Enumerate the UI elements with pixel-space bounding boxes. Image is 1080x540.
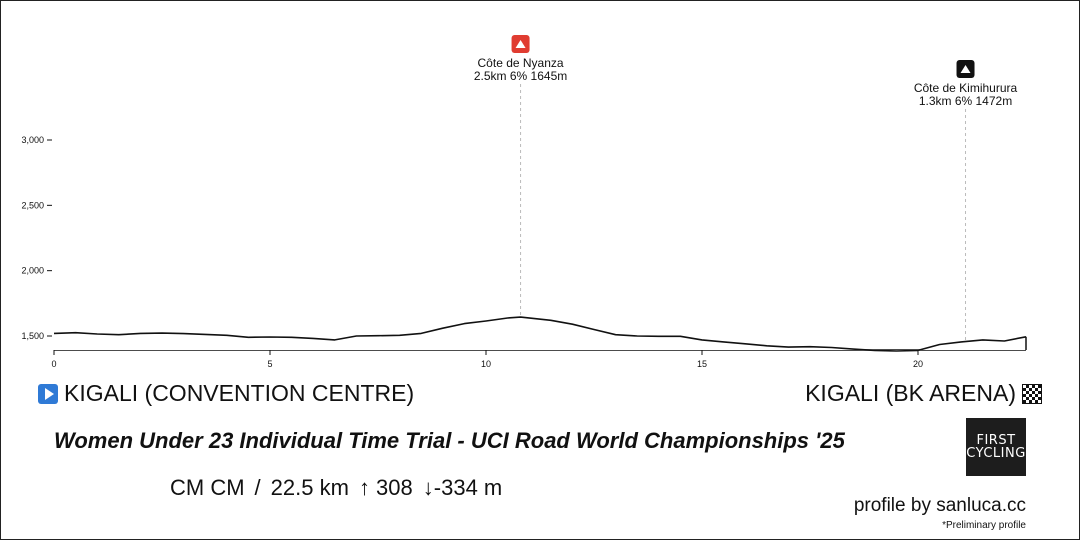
stats-separator: / — [254, 475, 261, 500]
profile-line — [53, 316, 1027, 352]
x-tick-label: 5 — [267, 359, 272, 369]
first-cycling-logo[interactable]: FIRST CYCLING — [966, 418, 1026, 476]
mountain-icon-peak — [960, 65, 971, 73]
climb-name: Côte de Nyanza — [478, 56, 564, 70]
profile-credit: profile by sanluca.cc — [853, 495, 1026, 516]
ascent-value: ↑ 308 — [358, 475, 413, 500]
checkered-flag-icon — [1022, 383, 1042, 404]
x-tick-label: 0 — [51, 359, 56, 369]
preliminary-note: *Preliminary profile — [942, 520, 1026, 531]
start-location: KIGALI (CONVENTION CENTRE) — [38, 380, 414, 407]
climb-details: 2.5km 6% 1645m — [474, 69, 567, 83]
y-tick-label: 2,500 — [21, 200, 44, 210]
mountain-icon-peak — [515, 40, 526, 48]
race-stats: CM CM / 22.5 km ↑ 308 ↓-334 m — [170, 475, 502, 501]
logo-line-2: CYCLING — [966, 446, 1026, 461]
x-tick-label: 15 — [697, 359, 707, 369]
profile-area — [54, 317, 1026, 351]
play-icon — [38, 383, 58, 404]
stage-type: CM CM — [170, 475, 245, 500]
race-title: Women Under 23 Individual Time Trial - U… — [54, 428, 845, 453]
y-tick-label: 1,500 — [21, 331, 44, 341]
finish-label: KIGALI (BK ARENA) — [805, 380, 1016, 406]
finish-location: KIGALI (BK ARENA) — [805, 380, 1042, 407]
start-label: KIGALI (CONVENTION CENTRE) — [64, 380, 415, 406]
x-tick-label: 10 — [481, 359, 491, 369]
descent-value: ↓-334 m — [422, 475, 503, 500]
y-tick-label: 3,000 — [21, 135, 44, 145]
x-tick-label: 20 — [913, 359, 923, 369]
y-tick-label: 2,000 — [21, 266, 44, 276]
climb-name: Côte de Kimihurura — [914, 81, 1018, 95]
distance-value: 22.5 km — [270, 475, 349, 500]
climb-details: 1.3km 6% 1472m — [919, 94, 1012, 108]
logo-line-1: FIRST — [976, 433, 1016, 448]
